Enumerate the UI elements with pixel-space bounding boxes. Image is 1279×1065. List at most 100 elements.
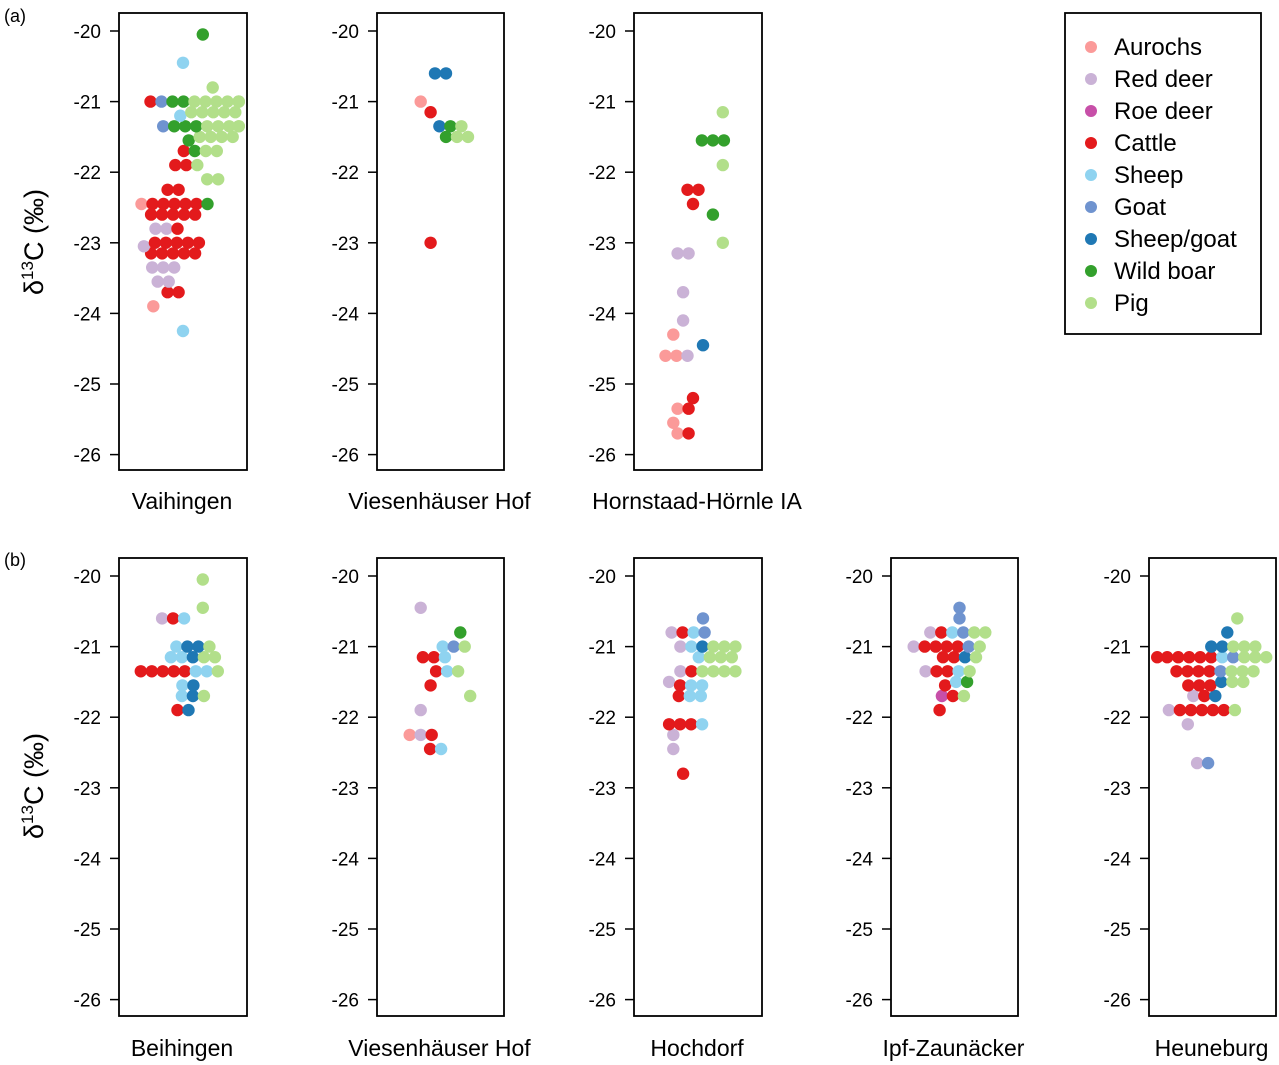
- point-cattle: [155, 247, 169, 260]
- point-sheep-goat: [696, 339, 710, 352]
- legend: Aurochs Red deer Roe deer Cattle Sheep G…: [1064, 12, 1262, 335]
- point-sheep: [438, 651, 452, 664]
- point-pig: [707, 665, 720, 678]
- point-cattle: [1172, 651, 1185, 664]
- point-sheep-goat: [187, 679, 200, 692]
- point-cattle: [144, 95, 157, 108]
- point-sheep: [176, 324, 190, 338]
- point-pig: [1249, 640, 1262, 653]
- point-sheep-goat: [1209, 689, 1222, 703]
- point-cattle: [676, 626, 689, 639]
- point-aurochs: [403, 728, 416, 742]
- point-cattle: [1173, 703, 1187, 717]
- point-red-deer: [1162, 703, 1176, 717]
- point-pig: [221, 95, 234, 108]
- point-aurochs: [414, 95, 427, 108]
- legend-swatch-aurochs: [1085, 41, 1097, 53]
- y-tick-label: -23: [589, 234, 616, 255]
- point-cattle: [188, 247, 202, 260]
- point-wild-boar: [190, 120, 203, 133]
- y-tick-label: -22: [74, 163, 101, 184]
- point-aurochs: [667, 328, 680, 341]
- point-wild-boar: [444, 120, 457, 133]
- point-cattle: [424, 679, 437, 692]
- point-cattle: [686, 391, 700, 405]
- point-sheep: [434, 742, 448, 756]
- point-red-deer: [662, 675, 676, 689]
- point-red-deer: [681, 349, 694, 362]
- point-cattle: [673, 679, 687, 692]
- point-aurochs: [671, 402, 684, 415]
- point-pig: [957, 689, 971, 703]
- point-pig: [206, 81, 219, 94]
- y-tick-label: -25: [846, 920, 873, 941]
- point-cattle: [171, 222, 184, 235]
- point-cattle: [180, 158, 193, 172]
- point-aurochs: [147, 300, 160, 313]
- point-cattle: [676, 767, 690, 780]
- point-pig: [203, 640, 216, 653]
- legend-label-red-deer: Red deer: [1114, 66, 1213, 93]
- point-pig: [207, 106, 220, 119]
- point-red-deer: [149, 222, 162, 235]
- point-cattle: [144, 208, 158, 221]
- point-cattle: [684, 718, 698, 731]
- y-tick-label: -21: [74, 638, 101, 659]
- point-sheep: [200, 665, 213, 678]
- y-tick-label: -21: [1104, 638, 1131, 659]
- point-sheep: [177, 612, 191, 625]
- point-pig: [212, 173, 225, 186]
- y-tick-label: -22: [74, 708, 101, 729]
- panel-site-label: Viesenhäuser Hof: [348, 1035, 531, 1061]
- point-aurochs: [671, 427, 684, 440]
- legend-label-goat: Goat: [1114, 194, 1166, 221]
- point-red-deer: [146, 261, 159, 274]
- y-tick-label: -20: [332, 567, 359, 588]
- point-goat: [698, 626, 711, 639]
- y-tick-label: -23: [589, 779, 616, 800]
- y-tick-label: -23: [74, 234, 101, 255]
- point-cattle: [179, 197, 192, 211]
- point-wild-boar: [439, 130, 453, 144]
- point-pig: [1249, 651, 1262, 664]
- point-cattle: [918, 640, 931, 653]
- point-sheep: [1216, 651, 1229, 664]
- point-wild-boar: [166, 95, 179, 108]
- point-cattle: [938, 679, 952, 692]
- panel-frame: [890, 557, 1019, 1017]
- legend-entry: Red deer: [1085, 66, 1213, 93]
- point-cattle: [177, 247, 191, 260]
- point-red-deer: [414, 703, 427, 717]
- point-sheep: [692, 651, 705, 664]
- panel-site-label: Vaihingen: [132, 488, 233, 514]
- panel-site-label: Beihingen: [131, 1035, 233, 1061]
- y-tick-label: -21: [332, 93, 359, 114]
- point-sheep-goat: [181, 640, 194, 653]
- point-cattle: [429, 665, 443, 678]
- y-tick-label: -25: [1104, 920, 1131, 941]
- legend-swatch-wild-boar: [1085, 265, 1097, 277]
- point-cattle: [146, 197, 159, 211]
- point-pig: [979, 626, 992, 639]
- legend-swatch-red-deer: [1085, 73, 1097, 85]
- point-goat: [447, 640, 460, 653]
- point-wild-boar: [695, 134, 709, 147]
- point-cattle: [134, 665, 147, 678]
- point-cattle: [941, 665, 954, 678]
- point-sheep: [684, 679, 698, 692]
- y-tick-label: -24: [589, 304, 617, 325]
- point-sheep-goat: [1215, 675, 1228, 689]
- point-red-deer: [1187, 689, 1200, 703]
- legend-entry: Wild boar: [1085, 258, 1215, 285]
- point-sheep-goat: [1221, 626, 1234, 639]
- point-red-deer: [682, 247, 695, 260]
- point-pig: [218, 106, 231, 119]
- point-pig: [232, 120, 245, 133]
- point-pig: [458, 640, 471, 653]
- legend-entry: Goat: [1085, 194, 1166, 221]
- point-red-deer: [414, 728, 427, 742]
- point-sheep-goat: [1205, 640, 1218, 653]
- point-pig: [229, 106, 242, 119]
- point-cattle: [166, 208, 180, 221]
- point-pig: [464, 689, 477, 703]
